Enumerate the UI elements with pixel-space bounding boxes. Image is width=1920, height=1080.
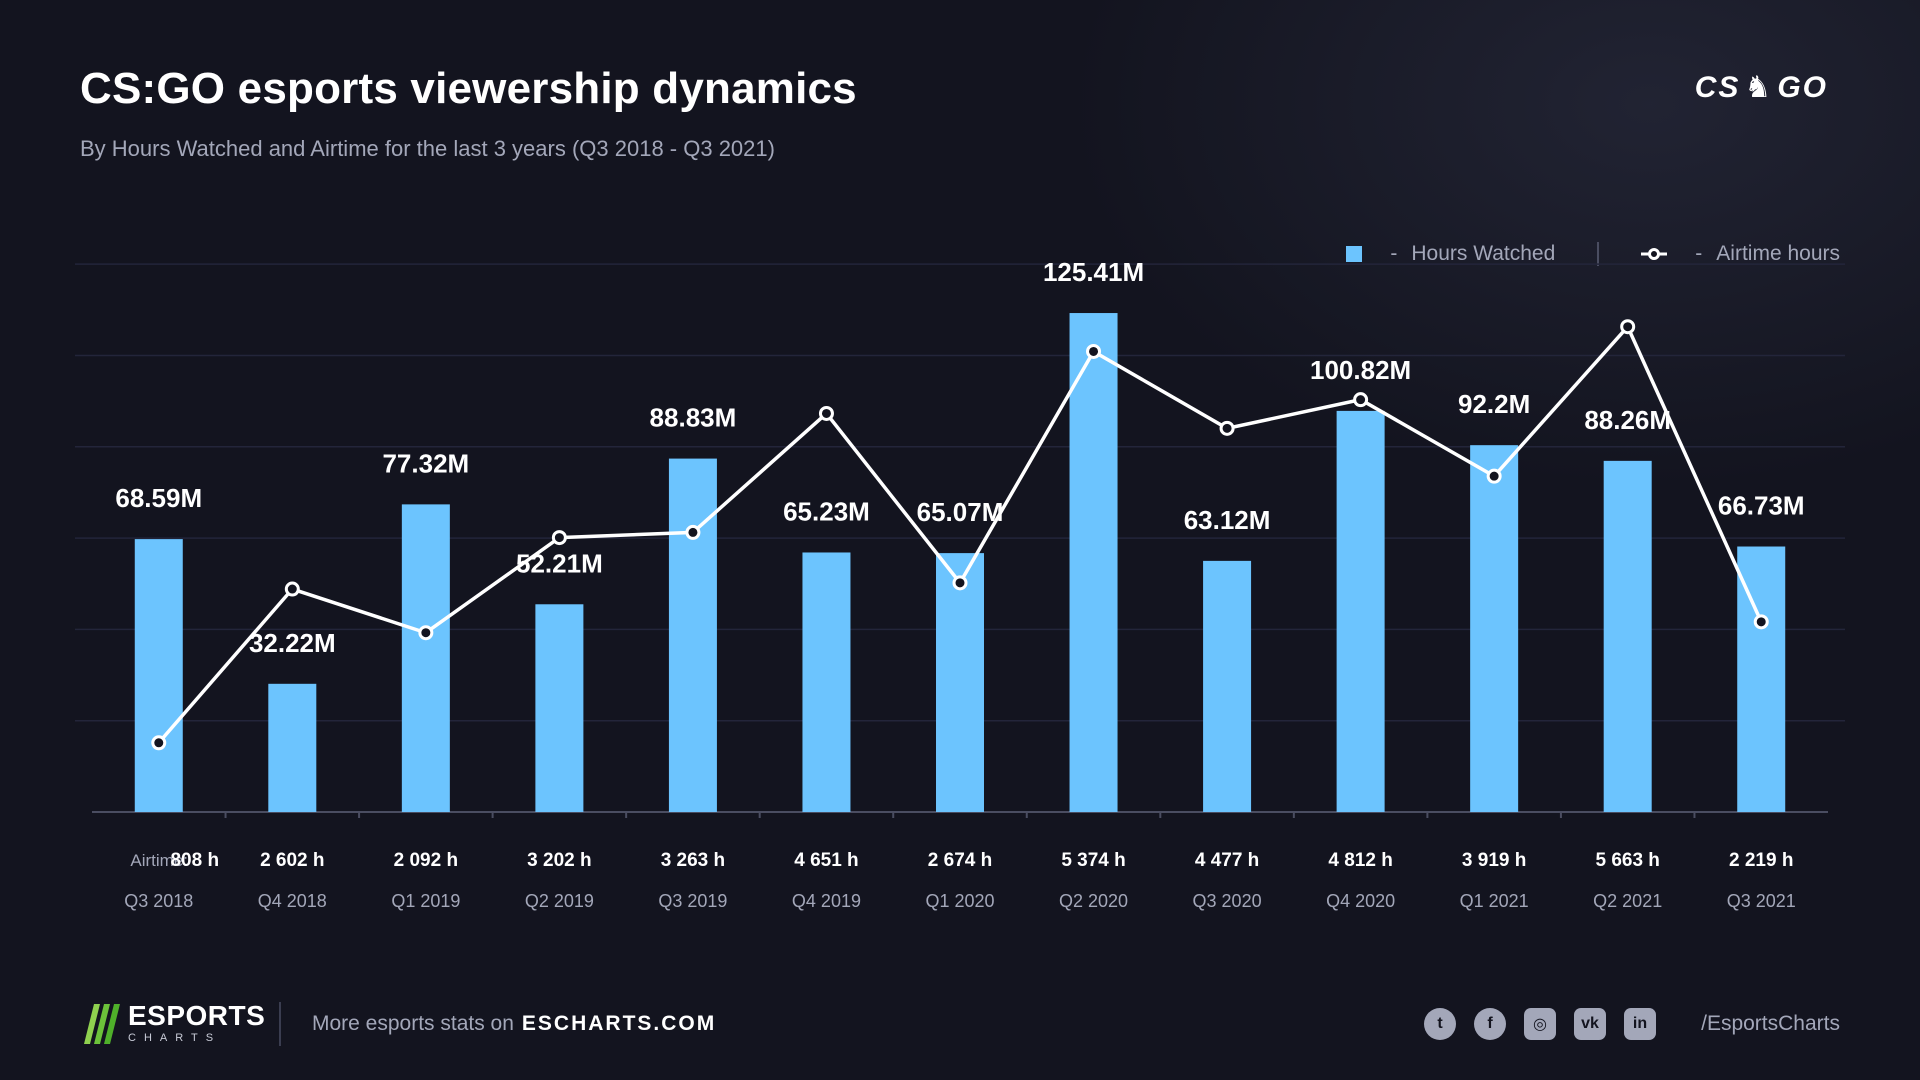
- x-tick-label: Q2 2021: [1593, 891, 1662, 911]
- bar-hours-watched: [936, 553, 984, 812]
- bar-value-label: 68.59M: [115, 483, 202, 513]
- bar-hours-watched: [134, 539, 183, 812]
- twitter-icon[interactable]: t: [1424, 1008, 1456, 1040]
- airtime-point: [151, 735, 167, 751]
- x-tick-label: Q3 2018: [124, 891, 193, 911]
- bar-value-label: 77.32M: [382, 448, 469, 478]
- x-tick-label: Q3 2021: [1727, 891, 1796, 911]
- site-link[interactable]: ESCHARTS.COM: [521, 1012, 717, 1035]
- airtime-value-label: 2 092 h: [394, 850, 458, 871]
- legend-bar-swatch: [1346, 246, 1363, 262]
- airtime-point: [952, 575, 968, 591]
- footer-divider: [279, 1002, 281, 1046]
- more-label: More esports stats on: [312, 1012, 514, 1035]
- bar-hours-watched: [1737, 546, 1786, 812]
- bar-hours-watched: [401, 504, 450, 812]
- page-title: CS:GO esports viewership dynamics: [80, 64, 857, 113]
- airtime-point: [284, 581, 300, 597]
- airtime-value-label: 2 602 h: [260, 850, 324, 871]
- esports-charts-mark-icon: [84, 1004, 120, 1044]
- brand-sub: CHARTS: [128, 1032, 222, 1044]
- bar-value-label: 65.23M: [783, 496, 870, 526]
- airtime-point: [685, 524, 701, 540]
- airtime-point: [818, 405, 834, 421]
- page-subtitle: By Hours Watched and Airtime for the las…: [80, 136, 775, 161]
- logo-text-right: GO: [1777, 70, 1828, 104]
- linkedin-icon[interactable]: in: [1624, 1008, 1656, 1040]
- airtime-point: [1353, 392, 1369, 408]
- airtime-point: [1753, 614, 1769, 630]
- airtime-value-label: 3 263 h: [661, 850, 725, 871]
- airtime-value-label: 4 477 h: [1195, 850, 1259, 871]
- bar-value-label: 63.12M: [1184, 505, 1271, 535]
- bar-value-label: 125.41M: [1043, 257, 1144, 287]
- x-tick-label: Q1 2021: [1460, 891, 1529, 911]
- x-tick-label: Q2 2019: [525, 891, 594, 911]
- bar-hours-watched: [1069, 313, 1118, 812]
- chart-legend: - Hours Watched - Airtime hours: [1346, 242, 1840, 266]
- background-decoration: [1020, 0, 1920, 520]
- csgo-logo: CS ♞ GO: [1695, 70, 1828, 105]
- airtime-value-label: 3 202 h: [527, 850, 591, 871]
- legend-dash: -: [1390, 242, 1398, 265]
- bar-value-label: 88.83M: [650, 403, 737, 433]
- airtime-point: [418, 625, 434, 641]
- social-links: t f ◎ vk in: [1424, 1008, 1656, 1040]
- bar-hours-watched: [535, 604, 584, 812]
- vk-icon[interactable]: vk: [1574, 1008, 1606, 1040]
- more-stats-text: More esports stats on ESCHARTS.COM: [312, 1012, 716, 1036]
- legend-separator: [1597, 242, 1600, 266]
- instagram-icon[interactable]: ◎: [1524, 1008, 1556, 1040]
- bar-value-label: 32.22M: [249, 628, 336, 658]
- x-tick-label: Q1 2020: [925, 891, 994, 911]
- x-tick-label: Q4 2019: [792, 891, 861, 911]
- legend-line-icon: [1641, 248, 1668, 260]
- bar-value-label: 100.82M: [1310, 355, 1411, 385]
- bar-hours-watched: [1203, 560, 1252, 812]
- x-tick-label: Q4 2018: [258, 891, 327, 911]
- bar-hours-watched: [668, 458, 717, 812]
- x-tick-label: Q3 2019: [658, 891, 727, 911]
- legend-line-label: Airtime hours: [1716, 242, 1840, 265]
- footer: ESPORTS CHARTS More esports stats on ESCH…: [0, 1000, 1920, 1050]
- airtime-value-label: 2 219 h: [1729, 850, 1793, 871]
- bar-hours-watched: [1470, 445, 1519, 812]
- airtime-point: [1486, 468, 1502, 484]
- bar-value-label: 65.07M: [917, 497, 1004, 527]
- airtime-row-label: Airtime:: [130, 851, 188, 870]
- airtime-value-label: 3 919 h: [1462, 850, 1526, 871]
- bar-value-label: 66.73M: [1718, 491, 1805, 521]
- airtime-point: [1219, 420, 1235, 436]
- airtime-point: [551, 530, 567, 546]
- facebook-icon[interactable]: f: [1474, 1008, 1506, 1040]
- soldier-icon: ♞: [1744, 71, 1774, 104]
- airtime-value-label: 5 663 h: [1595, 850, 1659, 871]
- x-tick-label: Q2 2020: [1059, 891, 1128, 911]
- airtime-value-label: 2 674 h: [928, 850, 992, 871]
- airtime-value-label: 4 651 h: [794, 850, 858, 871]
- bar-value-label: 88.26M: [1584, 405, 1671, 435]
- bar-value-label: 52.21M: [516, 548, 603, 578]
- airtime-value-label: 5 374 h: [1061, 850, 1125, 871]
- x-tick-label: Q4 2020: [1326, 891, 1395, 911]
- bar-hours-watched: [1603, 460, 1652, 812]
- x-tick-label: Q1 2019: [391, 891, 460, 911]
- social-handle[interactable]: /EsportsCharts: [1701, 1012, 1840, 1035]
- airtime-point: [1620, 319, 1636, 335]
- airtime-point: [1086, 343, 1102, 359]
- legend-bars-label: Hours Watched: [1411, 242, 1556, 265]
- logo-text-left: CS: [1694, 70, 1741, 104]
- x-tick-label: Q3 2020: [1193, 891, 1262, 911]
- esports-charts-logo: ESPORTS CHARTS: [80, 1000, 265, 1046]
- brand-name: ESPORTS: [128, 1000, 266, 1031]
- bar-hours-watched: [802, 552, 851, 812]
- bar-value-label: 92.2M: [1458, 389, 1530, 419]
- viewership-chart: 68.59M 32.22M 77.32M 52.21M 88.83M 65.23M 65.0…: [75, 257, 1845, 911]
- airtime-value-label: 4 812 h: [1328, 850, 1392, 871]
- bar-hours-watched: [1336, 410, 1385, 812]
- airtime-value-label: 808 h: [170, 850, 219, 871]
- legend-dash: -: [1695, 242, 1703, 265]
- bar-hours-watched: [268, 683, 317, 812]
